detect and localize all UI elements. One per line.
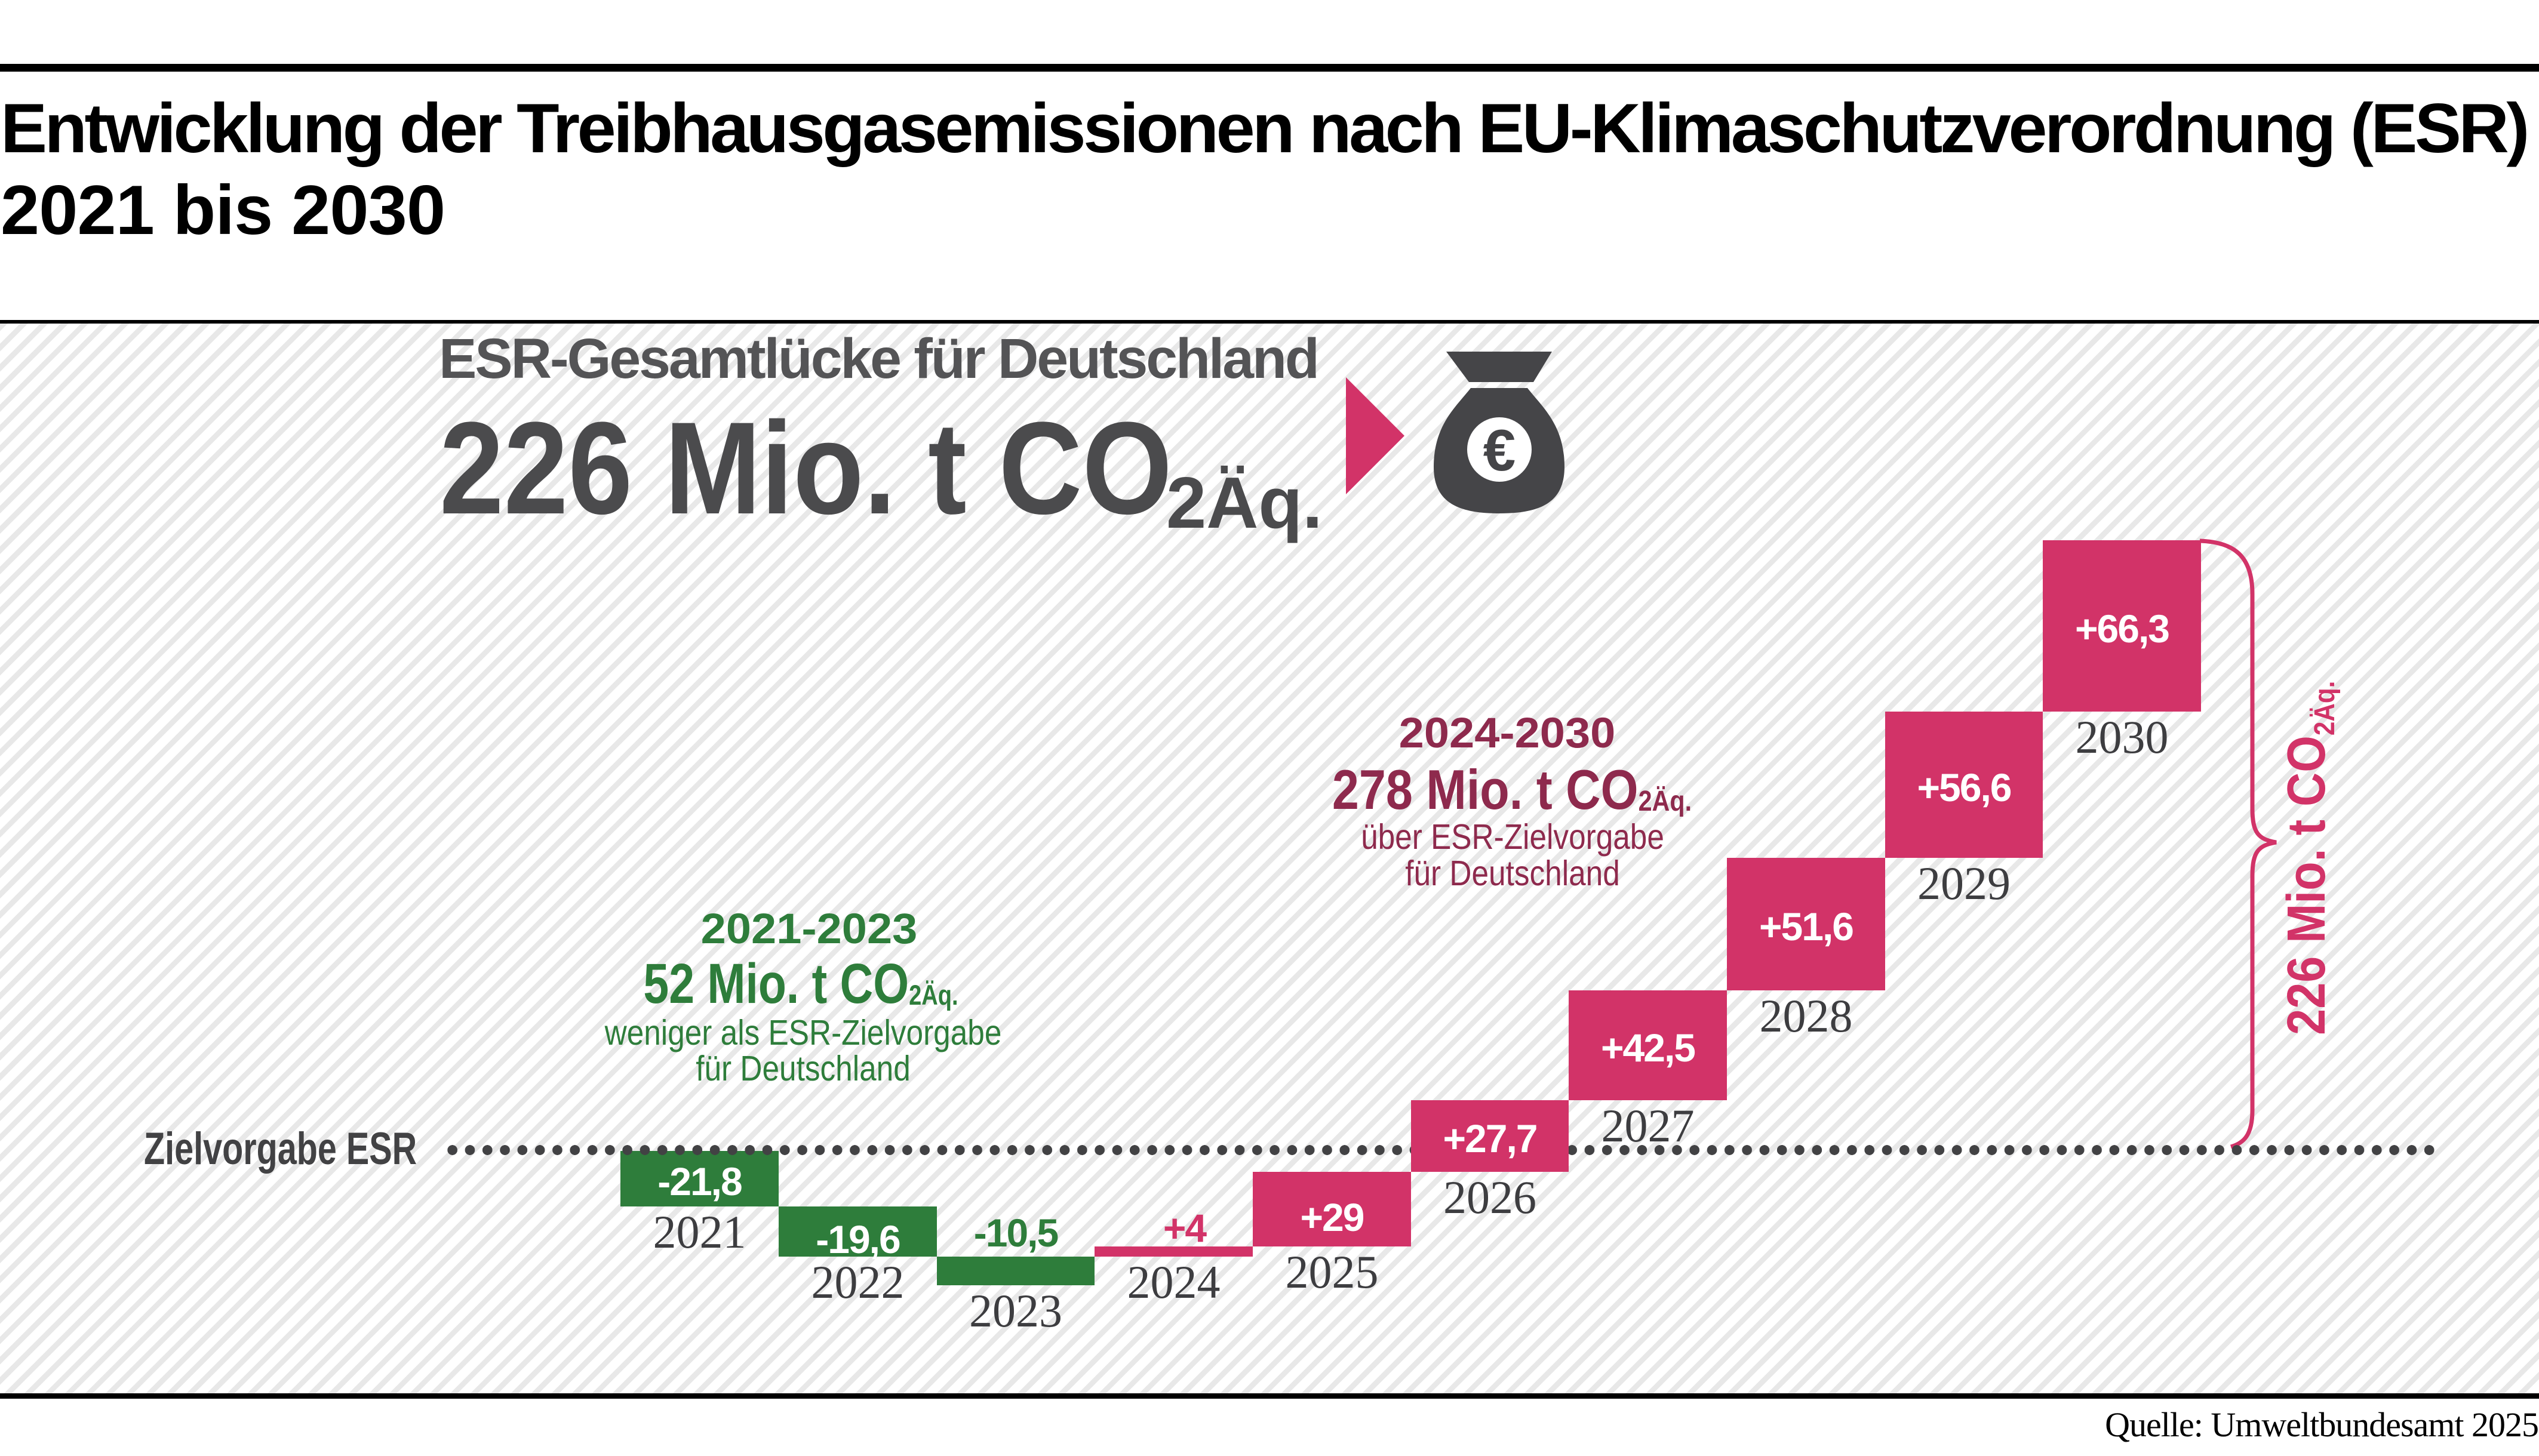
svg-text:€: € xyxy=(1483,417,1516,483)
